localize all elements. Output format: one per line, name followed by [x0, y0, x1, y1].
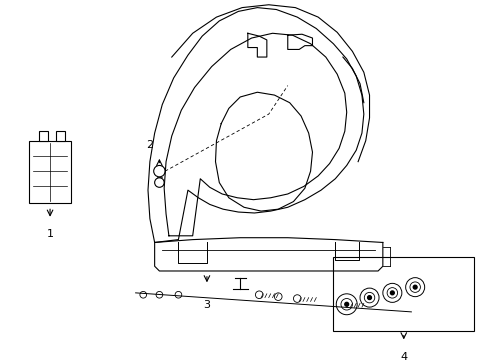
Circle shape — [367, 296, 371, 300]
Text: 3: 3 — [203, 301, 210, 310]
Bar — [29, 141, 71, 203]
Bar — [56, 131, 65, 141]
Circle shape — [389, 291, 393, 295]
Text: 2: 2 — [146, 140, 153, 150]
Text: 4: 4 — [399, 352, 407, 360]
Circle shape — [344, 302, 348, 306]
Bar — [39, 131, 48, 141]
Bar — [333, 257, 473, 331]
Text: 1: 1 — [46, 229, 54, 239]
Circle shape — [412, 285, 416, 289]
